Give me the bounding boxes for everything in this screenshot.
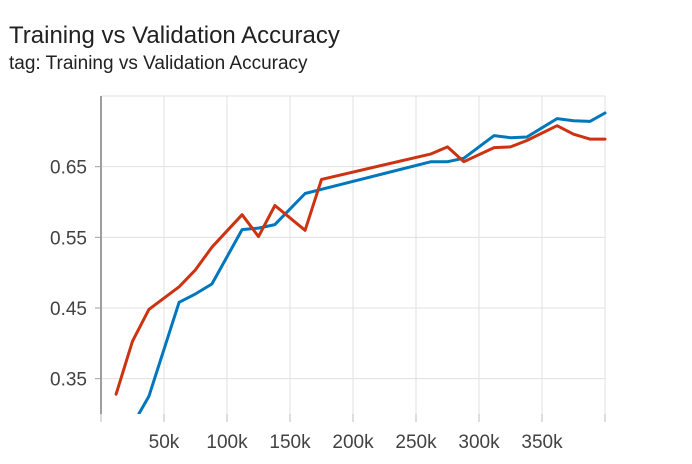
x-tick-label-2: 150k — [269, 432, 311, 453]
x-tick-label-0: 50k — [149, 432, 180, 453]
series-line-0 — [137, 111, 607, 414]
x-tick-label-6: 350k — [521, 432, 563, 453]
chart-title: Training vs Validation Accuracy — [9, 22, 340, 49]
x-tick-label-5: 300k — [458, 432, 500, 453]
x-tick-label-4: 250k — [395, 432, 437, 453]
chart-subtitle: tag: Training vs Validation Accuracy — [9, 53, 308, 74]
x-tick-label-3: 200k — [332, 432, 374, 453]
y-tick-label-2: 0.55 — [50, 228, 87, 249]
x-tick-label-1: 100k — [206, 432, 248, 453]
y-tick-label-0: 0.35 — [50, 370, 87, 391]
series-line-1 — [114, 124, 607, 396]
y-tick-label-1: 0.45 — [50, 299, 87, 320]
y-tick-label-3: 0.65 — [50, 158, 87, 179]
